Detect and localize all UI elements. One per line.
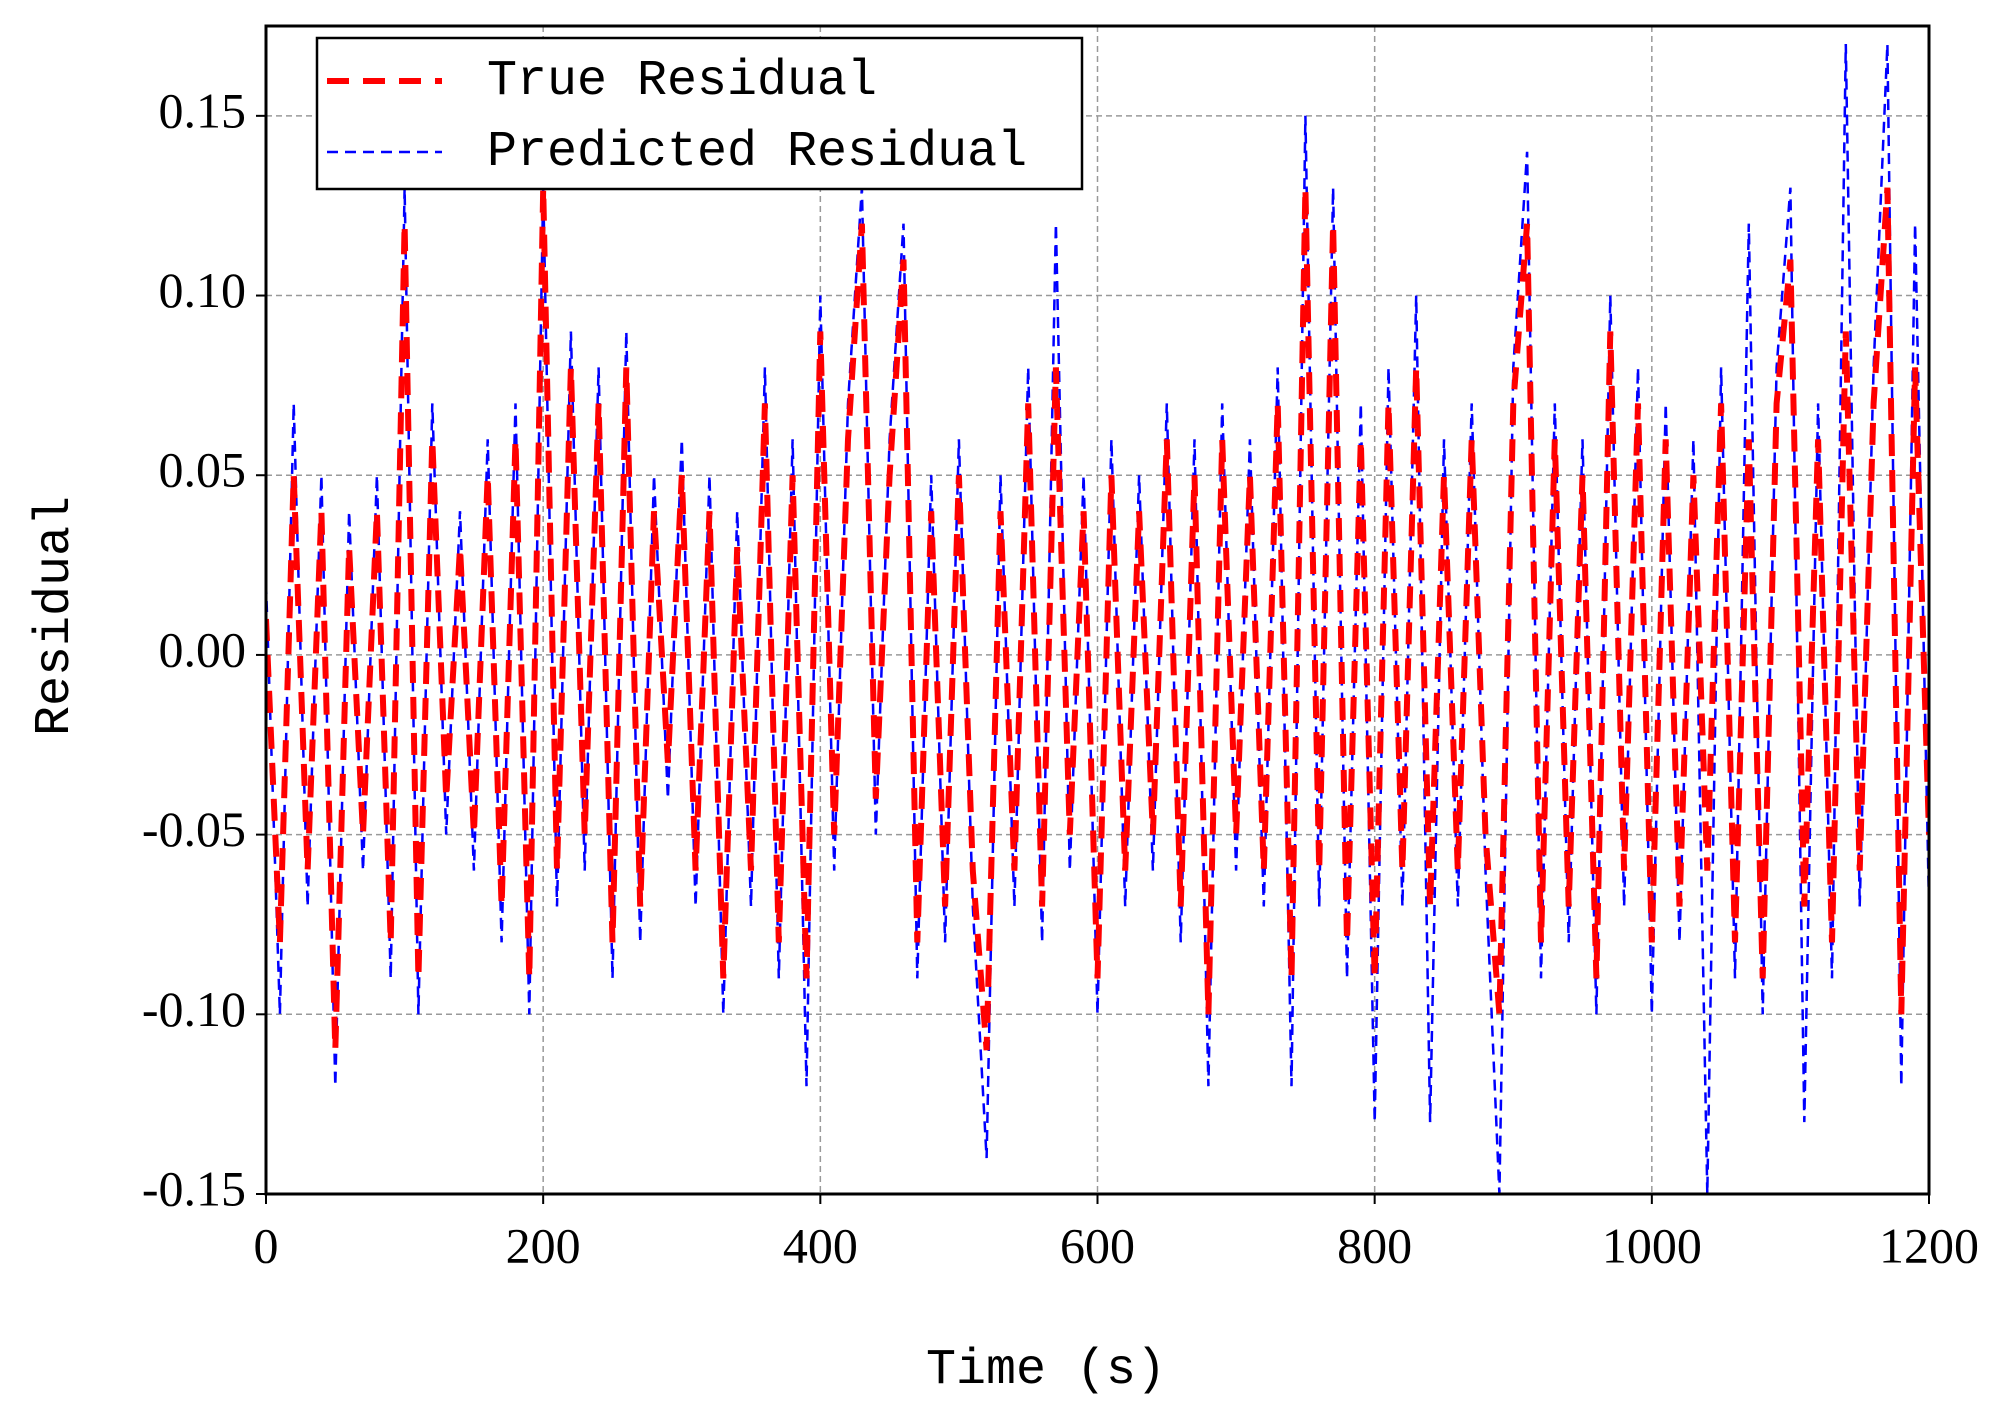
y-tick-label: -0.05 <box>142 801 246 857</box>
legend-label: Predicted Residual <box>487 124 1027 181</box>
x-tick-label: 1000 <box>1602 1217 1702 1273</box>
y-tick-label: -0.15 <box>142 1160 246 1216</box>
data-line <box>266 187 1929 1051</box>
y-tick-label: 0.05 <box>159 442 247 498</box>
y-axis-label: Residual <box>27 496 84 736</box>
y-tick-label: 0.00 <box>159 621 247 677</box>
x-tick-label: 200 <box>506 1217 581 1273</box>
x-axis-label: Time (s) <box>926 1342 1166 1399</box>
y-tick-label: -0.10 <box>142 981 246 1037</box>
plot-frame <box>264 24 1931 1196</box>
legend-box <box>315 36 1084 191</box>
x-tick-label: 800 <box>1337 1217 1412 1273</box>
x-tick-label: 400 <box>783 1217 858 1273</box>
y-tick-label: 0.15 <box>159 82 247 138</box>
x-tick-label: 600 <box>1060 1217 1135 1273</box>
x-tick-label: 1200 <box>1879 1217 1979 1273</box>
x-tick-label: 0 <box>254 1217 279 1273</box>
y-tick-label: 0.10 <box>159 262 247 318</box>
legend-label: True Residual <box>487 53 877 110</box>
